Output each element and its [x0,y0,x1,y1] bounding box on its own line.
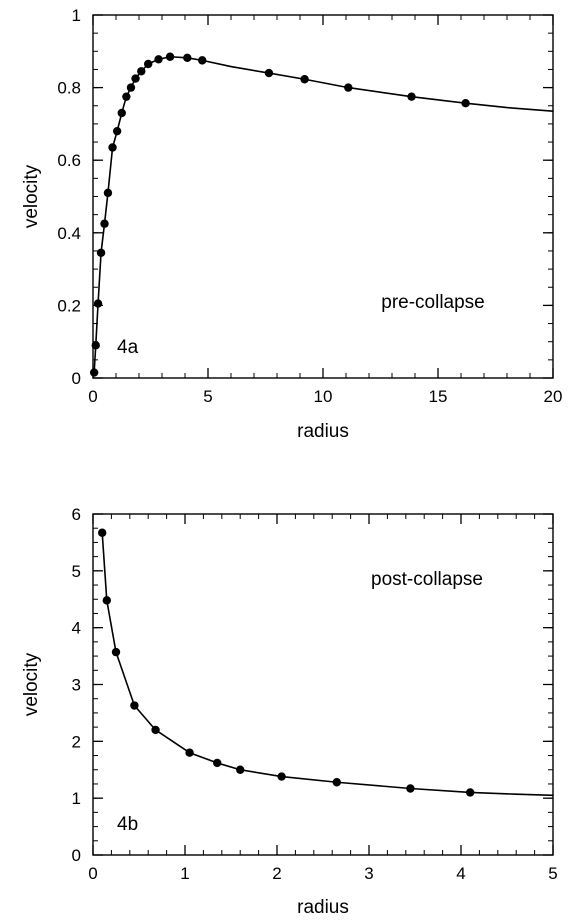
data-point [144,59,153,69]
data-point [154,55,163,64]
x-tick-label: 10 [314,387,333,406]
y-tick-label: 1 [72,789,81,808]
x-axis-label: radius [297,897,349,918]
data-point [122,92,131,101]
data-point [406,784,415,793]
data-point [93,299,103,308]
data-point [300,75,309,84]
data-point [213,758,222,768]
series-line [93,55,554,374]
data-point [344,83,353,92]
data-point [332,778,341,787]
data-point [466,788,475,797]
y-tick-label: 0 [72,369,81,388]
x-tick-label: 5 [548,864,557,883]
data-point [264,68,274,78]
y-tick-label: 5 [72,562,81,581]
x-axis-label: radius [297,421,349,442]
data-point [126,83,136,92]
y-tick-label: 6 [72,505,81,524]
plot-frame [92,14,554,379]
x-tick-label: 0 [88,864,97,883]
y-tick-label: 4 [72,619,81,638]
data-point [102,596,112,605]
y-tick-label: 1 [72,6,81,25]
x-tick-label: 0 [88,387,97,406]
data-point [185,748,194,757]
y-tick-label: 0.8 [57,79,81,98]
panel-label: 4b [117,814,138,835]
data-point [130,701,139,710]
data-point [111,647,121,657]
data-point [198,56,207,65]
panel-annotation: post-collapse [371,569,483,590]
panel-label: 4a [117,337,139,358]
data-point [103,188,113,198]
data-point [151,725,160,735]
data-point [117,108,126,118]
data-point [407,92,416,101]
x-tick-label: 3 [364,864,373,883]
y-tick-label: 0.6 [57,151,81,170]
panel-pre-collapse: 0 5 10 15 20 0 0.2 0.4 0.6 0.8 1 radius velocity 4a pr… [21,6,562,442]
y-tick-label: 2 [72,732,81,751]
plot-frame [92,513,554,856]
y-tick-label: 0.2 [57,296,81,315]
data-point [236,765,245,774]
y-tick-label: 0 [72,846,81,865]
data-point [131,74,140,83]
data-point [108,143,117,152]
panel-annotation: pre-collapse [381,292,485,313]
series-line [101,531,554,797]
x-tick-label: 15 [429,387,448,406]
x-tick-label: 5 [203,387,212,406]
data-point [98,528,107,537]
data-point [112,126,122,136]
data-point [100,219,109,228]
x-tick-label: 4 [456,864,465,883]
y-tick-label: 0.4 [57,224,81,243]
x-tick-label: 2 [272,864,281,883]
data-point [277,772,286,781]
y-tick-label: 3 [72,676,81,695]
y-axis-label: velocity [21,164,42,228]
data-point [183,53,192,63]
panel-post-collapse: 0 1 2 3 4 5 0 1 2 3 4 5 6 radius velocity 4b post-collap… [21,505,558,918]
data-point [96,248,106,257]
data-point [91,341,100,350]
x-tick-label: 1 [180,864,189,883]
y-axis-label: velocity [21,652,42,716]
data-point [165,52,175,61]
data-point [461,99,470,108]
data-point [89,368,99,377]
x-tick-label: 20 [544,387,563,406]
data-point [137,67,146,76]
